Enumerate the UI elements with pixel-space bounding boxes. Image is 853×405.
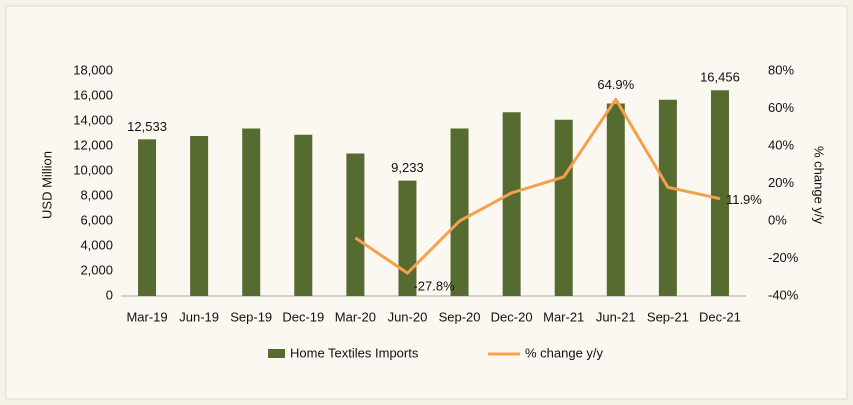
line-label: -27.8% xyxy=(413,279,455,294)
x-tick-label: Mar-21 xyxy=(543,309,584,324)
y2-tick-label: -20% xyxy=(768,250,799,265)
y-tick-label: 10,000 xyxy=(73,162,113,177)
y2-tick-label: -40% xyxy=(768,287,799,302)
bar xyxy=(138,139,157,296)
y2-tick-label: 80% xyxy=(768,62,794,77)
x-tick-label: Jun-20 xyxy=(388,309,428,324)
y-tick-label: 4,000 xyxy=(80,237,113,252)
bar xyxy=(190,136,209,296)
y2-tick-label: 60% xyxy=(768,100,794,115)
legend-label: % change y/y xyxy=(525,345,604,360)
line-label: 11.9% xyxy=(726,192,762,207)
x-tick-label: Dec-21 xyxy=(699,309,741,324)
bar xyxy=(554,119,573,296)
bar xyxy=(606,103,625,296)
y-axis-label: USD Million xyxy=(39,151,54,219)
line xyxy=(354,97,721,275)
x-tick-label: Sep-19 xyxy=(230,309,272,324)
y-tick-label: 18,000 xyxy=(73,62,113,77)
y2-tick-label: 40% xyxy=(768,137,794,152)
x-tick-label: Jun-19 xyxy=(179,309,219,324)
y2-axis-label: % change y/y xyxy=(812,146,827,225)
bar xyxy=(658,99,677,296)
bar-label: 12,533 xyxy=(127,119,167,134)
y-tick-label: 14,000 xyxy=(73,112,113,127)
y-tick-label: 0 xyxy=(106,287,113,302)
bar xyxy=(294,134,313,296)
y-tick-label: 12,000 xyxy=(73,137,113,152)
y-tick-label: 6,000 xyxy=(80,212,113,227)
bar xyxy=(346,153,365,296)
x-tick-label: Jun-21 xyxy=(596,309,636,324)
bar-label: 9,233 xyxy=(391,160,424,175)
y-tick-label: 16,000 xyxy=(73,87,113,102)
x-tick-label: Dec-20 xyxy=(491,309,533,324)
y2-tick-label: 0% xyxy=(768,212,787,227)
bar xyxy=(502,112,521,296)
legend-label: Home Textiles Imports xyxy=(290,345,419,360)
bar-label: 16,456 xyxy=(700,70,740,85)
x-tick-label: Sep-20 xyxy=(439,309,481,324)
x-tick-label: Sep-21 xyxy=(647,309,689,324)
y2-tick-label: 20% xyxy=(768,175,794,190)
x-tick-label: Mar-19 xyxy=(126,309,167,324)
bar xyxy=(450,128,469,296)
y-tick-label: 8,000 xyxy=(80,187,113,202)
y-tick-label: 2,000 xyxy=(80,262,113,277)
line-label: 64.9% xyxy=(597,77,634,92)
bar xyxy=(242,128,261,296)
legend-swatch xyxy=(268,349,285,358)
x-tick-label: Dec-19 xyxy=(282,309,324,324)
x-tick-label: Mar-20 xyxy=(335,309,376,324)
bar xyxy=(710,90,729,296)
